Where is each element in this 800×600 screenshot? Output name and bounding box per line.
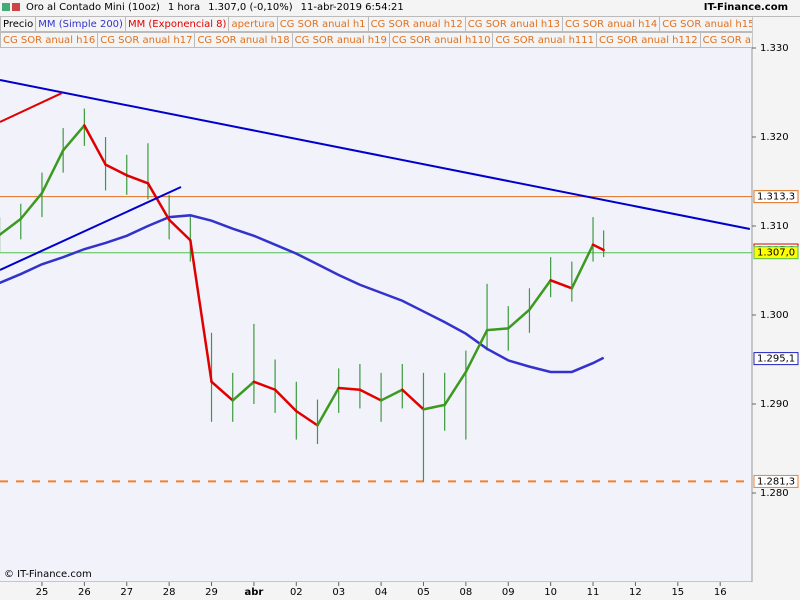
ema-segment [358,388,383,402]
ema-segment [422,403,446,411]
ema-segment [507,308,531,330]
legend-item[interactable]: CG SOR anual h18 [194,32,293,48]
ema-segment [146,182,171,222]
ema-segment [591,243,605,252]
x-tick-label: abr [244,587,263,598]
x-tick-label: 15 [671,587,684,598]
header-bar: Oro al Contado Mini (10oz) 1 hora 1.307,… [0,0,800,17]
instrument: Oro al Contado Mini (10oz) [26,2,160,13]
legend-item[interactable]: CG SOR anual h110 [388,32,494,48]
ema-segment [295,409,319,427]
ema-segment [485,327,510,332]
x-tick-label: 28 [163,587,176,598]
level-label-box [753,474,799,488]
level-label: 1.295,1 [757,354,795,365]
legend-item[interactable]: CG SOR anual h12 [367,16,466,32]
ema-segment [570,243,595,290]
y-tick-label: 1.330 [760,43,789,54]
y-tick-label: 1.320 [760,132,789,143]
x-tick-label: 26 [78,587,91,598]
x-tick-label: 02 [290,587,303,598]
ema-segment [0,217,23,237]
x-tick-label: 12 [629,587,642,598]
x-tick-label: 11 [587,587,600,598]
x-tick-label: 09 [502,587,515,598]
ema-segment [210,380,234,402]
level-label: 1.307,0 [757,248,795,259]
y-tick-label: 1.280 [760,488,789,499]
legend-item[interactable]: CG SOR anual h14 [562,16,661,32]
y-tick-label: 1.310 [760,221,789,232]
legend-item[interactable]: CG SOR anual h111 [492,32,598,48]
legend-item[interactable]: CG SOR anual h19 [291,32,390,48]
x-tick-label: 05 [417,587,430,598]
ema-segment [167,218,192,242]
x-axis-panel [0,582,800,600]
footer: © IT-Finance.com [4,569,92,580]
trendline [0,79,751,231]
ema-segment [40,149,65,195]
ma-line [0,214,605,374]
level-label-box [753,190,799,204]
level-label: 1.313,3 [757,192,795,203]
ema-segment [464,328,489,374]
y-tick-label: 1.290 [760,399,789,410]
ema-segment [189,238,213,383]
ema-segment [379,388,404,402]
x-tick-label: 08 [459,587,472,598]
ema-segment [443,370,468,407]
y-tick-label: 1.300 [760,310,789,321]
ema-segment [528,279,552,311]
x-tick-label: 25 [36,587,49,598]
ema-segment [549,279,574,290]
x-tick-label: 04 [375,587,388,598]
icon[interactable] [2,3,10,11]
legend-item[interactable]: CG SOR anual h15 [659,16,752,32]
x-tick-label: 27 [120,587,133,598]
icon[interactable] [12,3,20,11]
legend-item[interactable]: MM (Exponencial 8) [124,16,230,32]
trendline [0,186,182,271]
x-tick-label: 10 [544,587,557,598]
ema-segment [83,124,107,166]
level-label-box [753,246,799,260]
brand[interactable]: IT-Finance.com [703,2,788,13]
x-tick-label: 29 [205,587,218,598]
legend-item[interactable]: Precio [0,16,37,32]
trendline [0,92,63,123]
legend-row: CG SOR anual h16 CG SOR anual h17 CG SOR a… [0,32,752,48]
level-label-box [753,352,799,366]
legend-item[interactable]: CG SOR anual h16 [0,32,99,48]
quote: 1.307,0 (-0,10%) [208,2,293,13]
ema-segment [337,386,362,392]
timeframe: 1 hora [167,2,201,13]
ema-segment [252,380,277,392]
ema-segment [231,380,256,402]
legend-item[interactable]: apertura [228,16,278,32]
ema-segment [273,388,298,413]
ema-segment [401,388,425,411]
level-label: 1.281,3 [757,476,795,487]
legend-row: Precio MM (Simple 200) MM (Exponencial 8) a… [0,16,752,32]
legend-item[interactable]: CG SOR anual h13 [464,16,563,32]
legend-item[interactable]: CG SOR anual [699,32,752,48]
ema-segment [125,174,150,185]
ema-segment [61,124,86,152]
x-tick-label: 03 [332,587,345,598]
x-tick-label: 16 [714,587,727,598]
ema-segment [19,191,44,221]
ema-segment [104,163,128,177]
ema-segment [316,386,340,427]
legend-item[interactable]: CG SOR anual h112 [596,32,701,48]
legend-item[interactable]: CG SOR anual h1 [276,16,369,32]
datetime: 11-abr-2019 6:54:21 [300,2,404,13]
legend-item[interactable]: MM (Simple 200) [35,16,126,32]
plot-background [0,0,752,600]
legend-item[interactable]: CG SOR anual h17 [97,32,196,48]
axis-panel [752,0,800,600]
